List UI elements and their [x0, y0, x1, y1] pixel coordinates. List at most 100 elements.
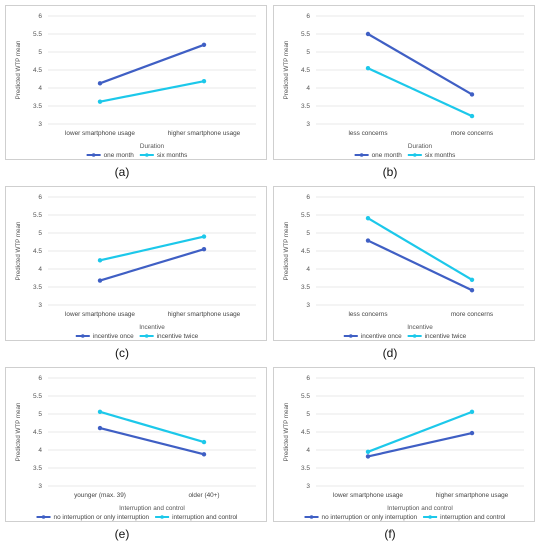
chart-svg: 3 3.5 4 4.5 5 5.5 6 Predicted WTP mean lower sma…: [15, 13, 256, 159]
y-tick-label: 3.5: [301, 284, 310, 291]
y-tick-label: 4: [306, 447, 310, 454]
legend-marker: [41, 515, 46, 519]
legend-entry: six months: [157, 152, 188, 159]
legend-entry: incentive once: [93, 333, 134, 340]
legend-marker: [412, 334, 417, 338]
chart-panel: 3 3.5 4 4.5 5 5.5 6 Predicted WTP mean younger (…: [5, 367, 267, 522]
chart-svg: 3 3.5 4 4.5 5 5.5 6 Predicted WTP mean lower sma…: [283, 375, 524, 521]
legend-marker: [160, 515, 164, 519]
panel-caption: (f): [384, 527, 396, 541]
data-point: [365, 454, 371, 459]
data-point: [365, 66, 371, 71]
x-category-label: lower smartphone usage: [65, 311, 135, 318]
legend: no interruption or only interruption inte…: [36, 514, 237, 521]
y-axis-label: Predicted WTP mean: [15, 40, 22, 99]
chart-svg: 3 3.5 4 4.5 5 5.5 6 Predicted WTP mean less conc…: [283, 194, 524, 340]
y-tick-label: 3: [38, 302, 42, 309]
chart-svg: 3 3.5 4 4.5 5 5.5 6 Predicted WTP mean less conc…: [283, 13, 524, 159]
legend-entry: interruption and control: [440, 514, 505, 521]
y-tick-label: 3.5: [33, 284, 42, 291]
chart-svg: 3 3.5 4 4.5 5 5.5 6 Predicted WTP mean lower sma…: [15, 194, 256, 340]
data-point: [469, 288, 475, 293]
x-category-label: lower smartphone usage: [333, 492, 403, 499]
data-point: [365, 449, 371, 454]
y-tick-label: 6: [306, 375, 310, 382]
y-tick-label: 5.5: [301, 212, 310, 219]
y-tick-label: 4.5: [33, 67, 42, 74]
y-axis-label: Predicted WTP mean: [283, 40, 290, 99]
series-line: [367, 432, 473, 458]
y-axis-label: Predicted WTP mean: [15, 402, 22, 461]
chart-svg: 3 3.5 4 4.5 5 5.5 6 Predicted WTP mean younger (…: [15, 375, 256, 521]
y-tick-label: 4.5: [301, 429, 310, 436]
legend-title: Interruption and control: [119, 505, 185, 512]
x-category-label: less concerns: [348, 130, 387, 137]
x-category-label: less concerns: [348, 311, 387, 318]
series-line: [367, 410, 473, 453]
data-point: [365, 238, 371, 243]
y-tick-label: 3: [38, 483, 42, 490]
data-point: [469, 92, 475, 97]
data-point: [469, 409, 475, 415]
x-category-label: higher smartphone usage: [168, 130, 241, 137]
y-tick-label: 5: [38, 411, 42, 418]
legend-marker: [348, 334, 353, 338]
y-tick-label: 4: [38, 266, 42, 273]
legend-title: Incentive: [407, 324, 433, 331]
y-tick-label: 3: [306, 302, 310, 309]
legend-marker: [91, 153, 96, 157]
data-point: [365, 216, 371, 221]
series-line: [99, 43, 205, 85]
y-tick-label: 5.5: [33, 31, 42, 38]
panel-caption: (d): [382, 346, 398, 360]
y-tick-label: 6: [306, 13, 310, 20]
data-point: [97, 425, 103, 431]
series-line: [99, 410, 205, 444]
y-tick-label: 6: [38, 375, 42, 382]
y-tick-label: 4.5: [301, 67, 310, 74]
legend-entry: no interruption or only interruption: [54, 514, 150, 521]
y-tick-label: 5: [38, 230, 42, 237]
chart-panel: 3 3.5 4 4.5 5 5.5 6 Predicted WTP mean less conc…: [273, 5, 535, 160]
panel-caption: (a): [114, 165, 130, 179]
panel-caption: (b): [382, 165, 398, 179]
data-point: [97, 81, 103, 86]
data-point: [201, 42, 207, 47]
y-tick-label: 5: [306, 49, 310, 56]
legend: incentive once incentive twice: [343, 333, 467, 340]
data-point: [365, 31, 371, 37]
data-point: [97, 278, 103, 283]
chart-panel: 3 3.5 4 4.5 5 5.5 6 Predicted WTP mean lower sma…: [273, 367, 535, 522]
legend: one month six months: [86, 152, 188, 159]
legend-marker: [359, 153, 364, 157]
y-tick-label: 4: [306, 266, 310, 273]
chart-panel: 3 3.5 4 4.5 5 5.5 6 Predicted WTP mean lower sma…: [5, 5, 267, 160]
y-tick-label: 3.5: [33, 103, 42, 110]
y-tick-label: 3: [306, 121, 310, 128]
y-tick-label: 5.5: [301, 393, 310, 400]
legend-marker: [309, 515, 314, 519]
y-tick-label: 4: [306, 85, 310, 92]
legend-title: Duration: [408, 143, 433, 150]
data-point: [469, 430, 475, 436]
x-category-label: more concerns: [451, 311, 493, 318]
x-category-label: younger (max. 39): [74, 492, 126, 499]
legend-entry: one month: [104, 152, 135, 159]
y-tick-label: 4.5: [301, 248, 310, 255]
series-line: [99, 248, 205, 282]
legend-marker: [80, 334, 85, 338]
y-tick-label: 3.5: [301, 465, 310, 472]
panel-caption: (e): [114, 527, 130, 541]
y-tick-label: 4.5: [33, 248, 42, 255]
y-tick-label: 5: [306, 230, 310, 237]
y-tick-label: 6: [38, 194, 42, 201]
legend-entry: incentive once: [361, 333, 402, 340]
y-axis-label: Predicted WTP mean: [15, 221, 22, 280]
series-line: [99, 426, 205, 456]
data-point: [201, 439, 207, 445]
legend-entry: one month: [372, 152, 403, 159]
y-tick-label: 5: [38, 49, 42, 56]
x-category-label: higher smartphone usage: [168, 311, 241, 318]
legend-marker: [413, 153, 417, 157]
legend: incentive once incentive twice: [75, 333, 199, 340]
